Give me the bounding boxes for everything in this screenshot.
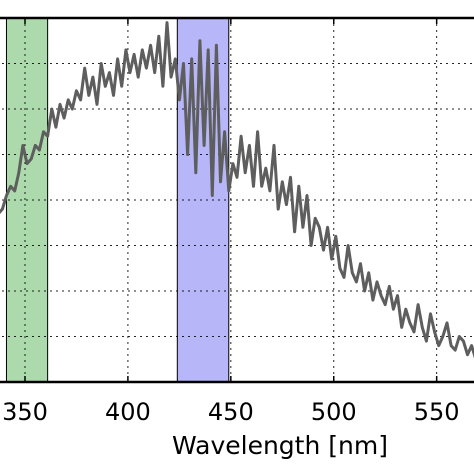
highlight-band-2: [176, 17, 230, 383]
x-tick-label-400: 400: [105, 398, 151, 426]
series-line-1: [0, 21, 474, 359]
x-tick-label-450: 450: [208, 398, 254, 426]
x-tick-label-500: 500: [311, 398, 357, 426]
plot-frame: [0, 16, 474, 384]
x-axis-label: Wavelength [nm]: [172, 431, 388, 460]
tick-marks: [24, 18, 438, 382]
highlight-bands: [5, 17, 230, 383]
x-tick-label-350: 350: [2, 398, 48, 426]
x-tick-labels: 350 400 450 500 550: [2, 398, 459, 426]
series-group: [0, 21, 474, 359]
horizontal-gridlines: [0, 63, 474, 337]
vertical-gridlines: [24, 18, 438, 382]
x-tick-label-550: 550: [414, 398, 460, 426]
